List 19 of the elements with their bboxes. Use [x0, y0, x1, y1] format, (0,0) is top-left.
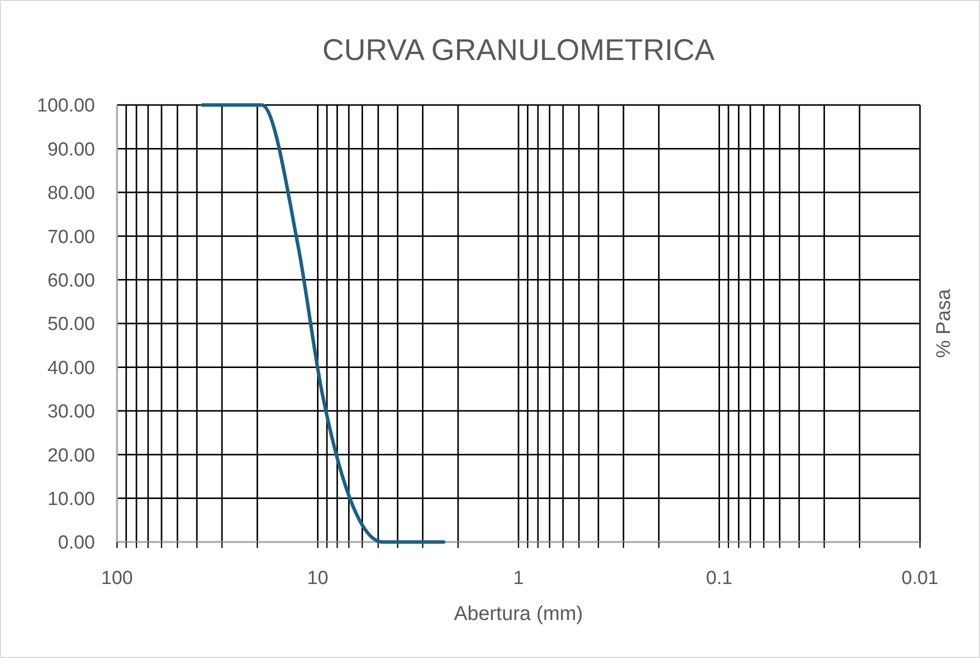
y-tick-label: 10.00 [47, 488, 95, 510]
y-axis-title: % Pasa [933, 288, 955, 358]
x-tick-label: 0.1 [706, 568, 732, 589]
x-tick-label: 100 [101, 568, 133, 589]
y-tick-label: 90.00 [47, 139, 95, 160]
x-tick-label: 10 [307, 568, 328, 589]
chart-title: CURVA GRANULOMETRICA [322, 34, 715, 67]
y-tick-label: 20.00 [47, 445, 95, 466]
x-tick-label: 0.01 [902, 568, 938, 589]
y-tick-label: 80.00 [47, 183, 95, 204]
y-tick-label: 40.00 [47, 358, 95, 379]
y-tick-label: 100.00 [36, 96, 95, 117]
x-tick-label: 1 [513, 568, 524, 589]
y-tick-label: 70.00 [47, 226, 95, 248]
y-tick-label: 30.00 [47, 402, 95, 423]
y-tick-label: 50.00 [47, 314, 95, 336]
x-axis-title: Abertura (mm) [454, 603, 583, 625]
y-tick-label: 60.00 [47, 270, 95, 292]
y-tick-label: 0.00 [58, 532, 95, 554]
